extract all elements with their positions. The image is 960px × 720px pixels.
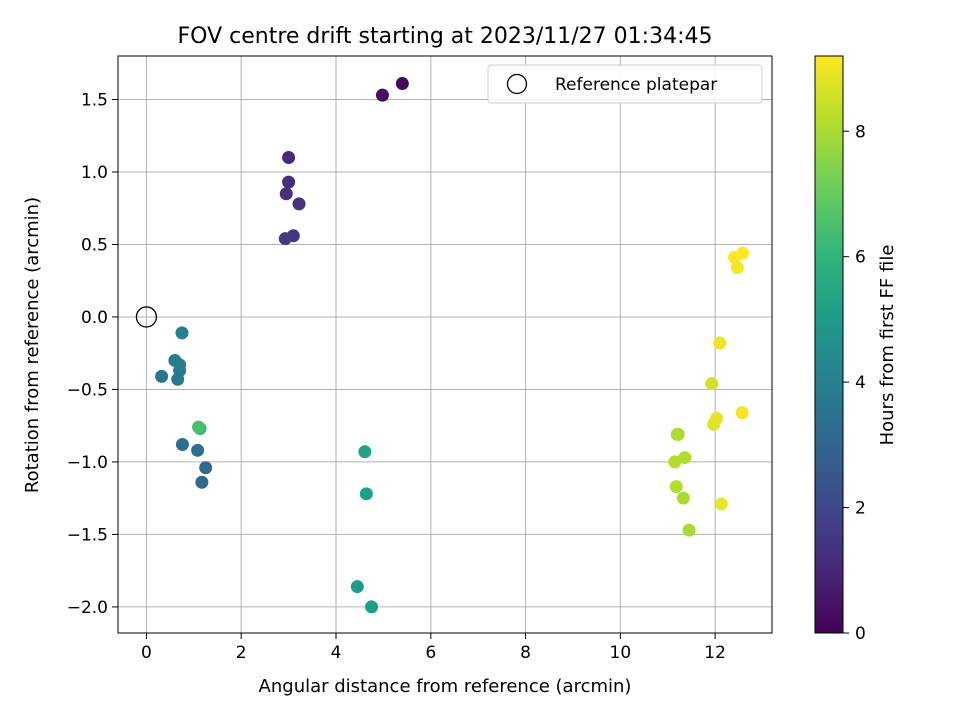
- grid-lines: [118, 56, 772, 633]
- x-tick-label: 0: [141, 643, 152, 663]
- x-tick-label: 6: [425, 643, 436, 663]
- legend-marker-open-circle-icon: [506, 73, 528, 95]
- y-axis-label: Rotation from reference (arcmin): [22, 197, 43, 493]
- legend-box: [487, 64, 763, 104]
- x-tick-label: 10: [610, 643, 632, 663]
- x-tick-label: 8: [520, 643, 531, 663]
- data-points: [135, 77, 750, 614]
- data-point: [195, 475, 209, 489]
- data-point: [155, 369, 169, 383]
- x-tick-label: 12: [704, 643, 726, 663]
- data-point: [395, 77, 409, 91]
- data-point: [350, 580, 364, 594]
- plot-frame: [117, 55, 773, 634]
- data-point: [713, 336, 727, 350]
- data-point: [678, 451, 692, 465]
- colorbar-tick-label: 4: [855, 373, 866, 393]
- chart-title: FOV centre drift starting at 2023/11/27 …: [178, 24, 713, 49]
- data-point: [175, 326, 189, 340]
- data-point: [191, 443, 205, 457]
- x-axis-label: Angular distance from reference (arcmin): [259, 676, 632, 697]
- colorbar-tick-label: 8: [855, 122, 866, 142]
- data-point: [668, 455, 682, 469]
- y-tick-label: 1.0: [81, 163, 108, 183]
- colorbar-label: Hours from first FF file: [877, 245, 898, 446]
- y-tick-label: −2.0: [67, 598, 108, 618]
- y-tick-label: −1.0: [67, 453, 108, 473]
- data-point: [730, 261, 744, 275]
- data-point: [173, 358, 187, 372]
- data-point: [279, 187, 293, 201]
- data-point: [359, 487, 373, 501]
- data-point: [292, 197, 306, 211]
- data-point: [365, 600, 379, 614]
- data-point: [736, 246, 750, 260]
- data-point: [282, 175, 296, 189]
- legend-entry-label: Reference platepar: [555, 75, 717, 95]
- y-tick-label: 0.0: [81, 308, 108, 328]
- data-point: [670, 427, 684, 441]
- colorbar-tick-label: 6: [855, 248, 866, 268]
- colorbar-tick-label: 0: [855, 624, 866, 644]
- data-point: [710, 411, 724, 425]
- y-tick-label: −0.5: [67, 380, 108, 400]
- reference-platepar-marker: [135, 306, 158, 328]
- legend: Reference platepar: [487, 64, 763, 104]
- data-point: [669, 480, 683, 494]
- data-point: [705, 377, 719, 391]
- data-point: [375, 88, 389, 102]
- data-point: [192, 420, 206, 434]
- data-point: [282, 150, 296, 164]
- colorbar: 0 2 4 6 8 Hours from first FF file: [814, 55, 898, 644]
- x-tick-label: 2: [236, 643, 247, 663]
- y-tick-label: 0.5: [81, 235, 108, 255]
- data-point: [682, 523, 696, 537]
- x-axis-ticks: 0 2 4 6 8 10 12: [141, 633, 726, 663]
- y-tick-label: 1.5: [81, 90, 108, 110]
- data-point: [676, 491, 690, 505]
- data-point: [735, 406, 749, 420]
- x-tick-label: 4: [331, 643, 342, 663]
- colorbar-gradient: [814, 55, 844, 634]
- colorbar-tick-label: 2: [855, 499, 866, 519]
- data-point: [278, 232, 292, 246]
- data-point: [175, 438, 189, 452]
- y-tick-label: −1.5: [67, 525, 108, 545]
- data-point: [714, 497, 728, 511]
- data-point: [199, 461, 213, 475]
- colorbar-ticks: 0 2 4 6 8: [843, 122, 866, 644]
- data-point: [358, 445, 372, 459]
- y-axis-ticks: −2.0 −1.5 −1.0 −0.5 0.0 0.5 1.0 1.5: [67, 90, 118, 618]
